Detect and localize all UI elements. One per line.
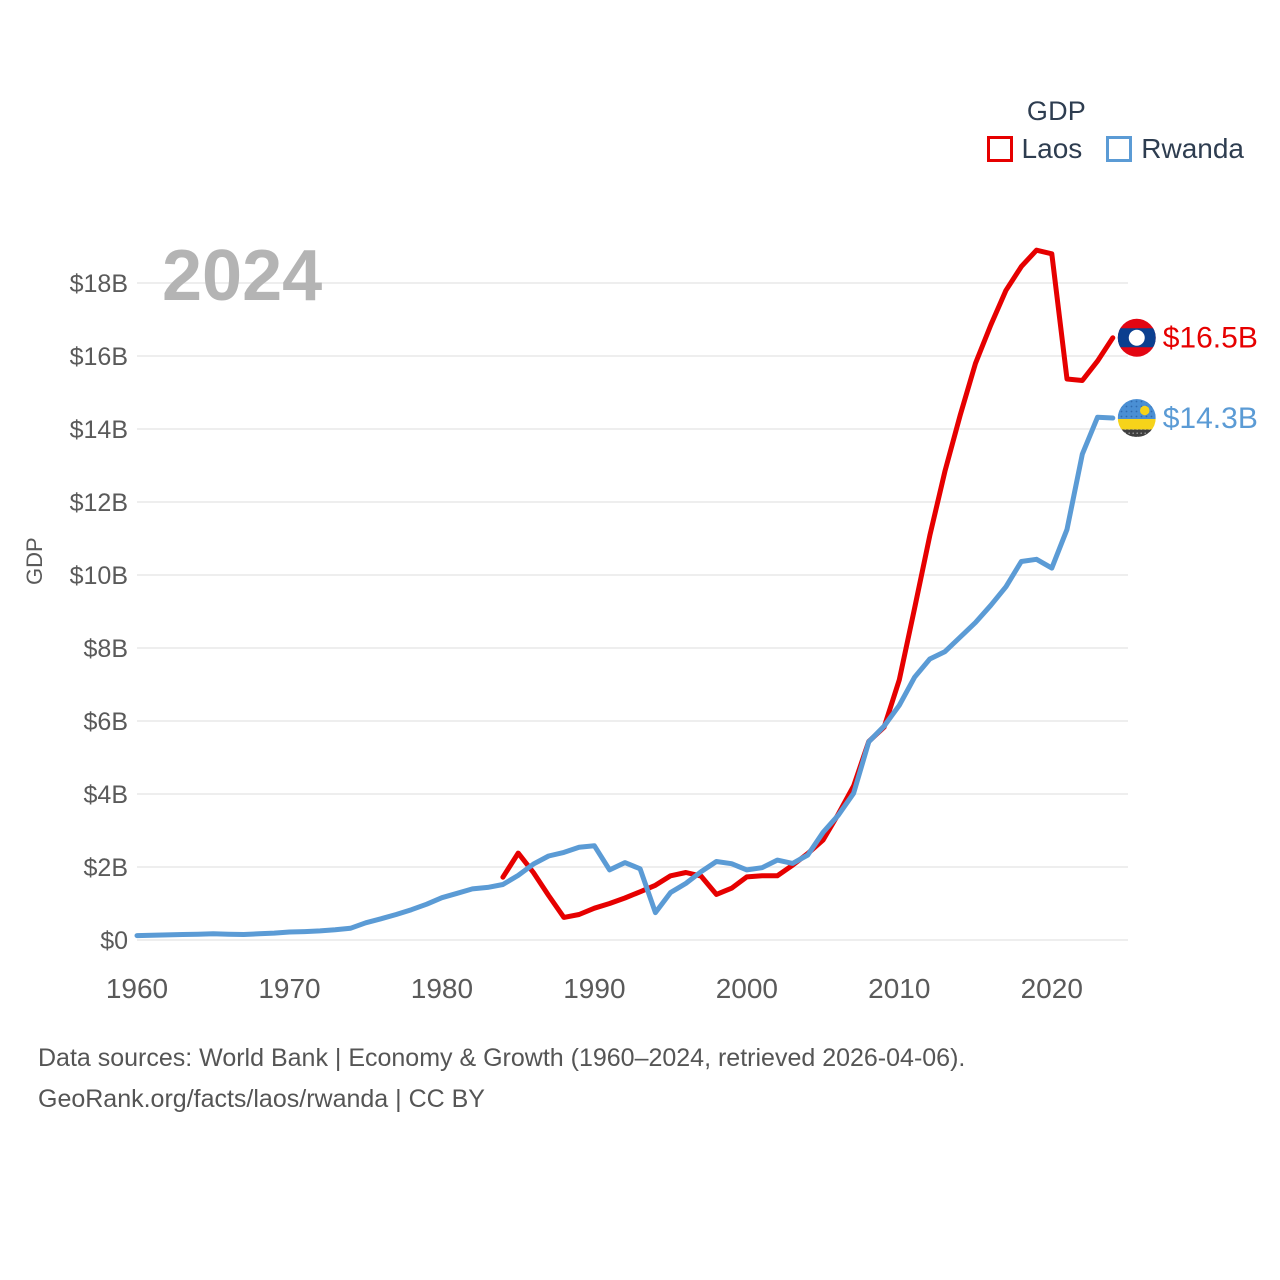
legend-item-laos[interactable]: Laos — [986, 133, 1083, 165]
y-tick-3: $6B — [84, 708, 128, 736]
laos-end-marker[interactable]: $16.5B — [1117, 318, 1258, 357]
x-tick-1: 1970 — [258, 973, 320, 1004]
y-axis-tick-labels: $0 $2B $4B $6B $8B $10B $12B $14B $16B $18B — [70, 270, 128, 955]
footer-attribution: GeoRank.org/facts/laos/rwanda | CC BY — [38, 1084, 485, 1113]
rwanda-flag-icon — [1117, 399, 1156, 438]
y-tick-4: $8B — [84, 635, 128, 663]
x-tick-4: 2000 — [716, 973, 778, 1004]
y-tick-2: $4B — [84, 781, 128, 809]
legend-swatch-rwanda — [1106, 136, 1133, 163]
x-axis-tick-labels: 1960 1970 1980 1990 2000 2010 2020 — [106, 973, 1083, 1004]
rwanda-end-value: $14.3B — [1163, 402, 1258, 435]
chart-gridlines — [137, 282, 1128, 941]
chart-series-lines — [134, 247, 1116, 939]
legend-title: GDP — [1026, 96, 1086, 126]
legend-swatch-laos — [986, 136, 1013, 163]
laos-flag-icon — [1117, 318, 1156, 357]
y-tick-0: $0 — [100, 927, 128, 955]
y-axis-title: GDP — [22, 537, 47, 585]
y-tick-8: $16B — [70, 343, 128, 371]
series-line-laos — [500, 247, 1116, 920]
legend-label-laos: Laos — [1021, 133, 1083, 165]
y-tick-5: $10B — [70, 562, 128, 590]
year-watermark: 2024 — [162, 236, 322, 316]
rwanda-end-marker[interactable]: $14.3B — [1117, 399, 1258, 439]
footer-data-sources: Data sources: World Bank | Economy & Gro… — [38, 1044, 966, 1072]
series-line-rwanda — [134, 414, 1116, 939]
y-tick-1: $2B — [84, 854, 128, 882]
x-tick-5: 2010 — [868, 973, 930, 1004]
chart-legend: GDP Laos Rwanda — [0, 96, 1258, 165]
y-tick-9: $18B — [70, 270, 128, 298]
y-tick-7: $14B — [70, 416, 128, 444]
chart-footer: Data sources: World Bank | Economy & Gro… — [38, 1038, 1188, 1119]
x-tick-0: 1960 — [106, 973, 168, 1004]
x-tick-3: 1990 — [563, 973, 625, 1004]
x-tick-2: 1980 — [411, 973, 473, 1004]
legend-label-rwanda: Rwanda — [1141, 133, 1244, 165]
laos-end-value: $16.5B — [1163, 322, 1258, 355]
x-tick-6: 2020 — [1021, 973, 1083, 1004]
legend-item-rwanda[interactable]: Rwanda — [1106, 133, 1244, 165]
y-tick-6: $12B — [70, 489, 128, 517]
legend-items: Laos Rwanda — [0, 133, 1258, 165]
